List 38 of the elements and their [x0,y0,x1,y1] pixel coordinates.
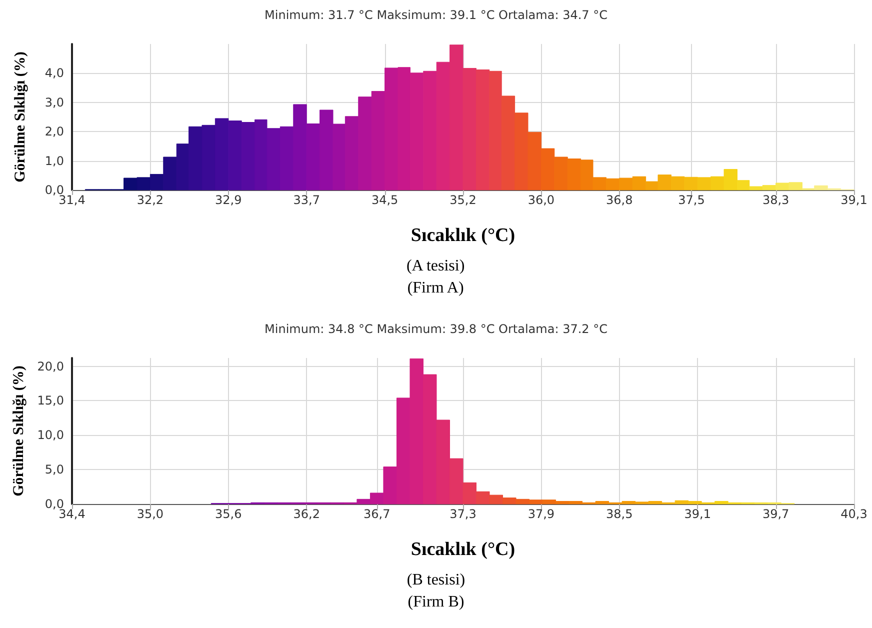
y-tick-label: 1,0 [44,154,64,168]
x-tick-label: 35,2 [450,193,476,207]
y-tick-label: 2,0 [44,124,64,139]
chart-title: Minimum: 31.7 °C Maksimum: 39.1 °C Ortalama: 34.7 °C [264,8,608,22]
x-tick-label: 37,9 [528,507,555,521]
y-tick-label: 20,0 [37,359,64,374]
x-tick-label: 39,7 [762,507,790,521]
x-tick-label: 33,7 [293,193,320,207]
text: (B tesisi) [406,572,466,588]
x-tick-label: 37,5 [678,193,705,207]
y-tick-label: 3,0 [44,95,64,110]
x-tick-label: 34,5 [371,193,398,207]
y-tick-label: 5,0 [44,462,64,477]
text: (Firm B) [408,594,464,610]
y-tick-label: 10,0 [37,428,64,442]
x-tick-label: 39,1 [840,193,868,207]
x-tick-label: 36,7 [363,507,390,521]
x-axis-title: Sıcaklık (°C) [410,539,516,560]
x-tick-label: 39,1 [684,507,711,521]
x-tick-label: 32,9 [215,193,242,207]
x-tick-label: 38,5 [606,507,633,521]
x-tick-label: 36,2 [293,507,320,521]
x-tick-label: 35,6 [215,507,242,521]
x-tick-label: 32,2 [136,193,164,207]
x-tick-label: 38,3 [762,193,790,207]
y-axis-title: Görülme Sıklığı (%) [12,52,28,182]
y-tick-label: 4,0 [44,66,64,80]
text: (Firm A) [407,280,464,296]
x-tick-label: 36,8 [606,193,633,207]
x-tick-label: 40,3 [840,507,868,521]
y-tick-label: 15,0 [37,394,64,408]
x-tick-label: 37,3 [450,507,476,521]
text: (A tesisi) [406,258,465,274]
x-tick-label: 35,0 [136,507,164,521]
chart-title: Minimum: 34.8 °C Maksimum: 39.8 °C Ortalama: 37.2 °C [264,322,608,336]
x-axis-title: Sıcaklık (°C) [410,225,516,246]
x-tick-label: 36,0 [528,193,555,207]
y-axis-title: Görülme Sıklığı (%) [10,366,27,496]
